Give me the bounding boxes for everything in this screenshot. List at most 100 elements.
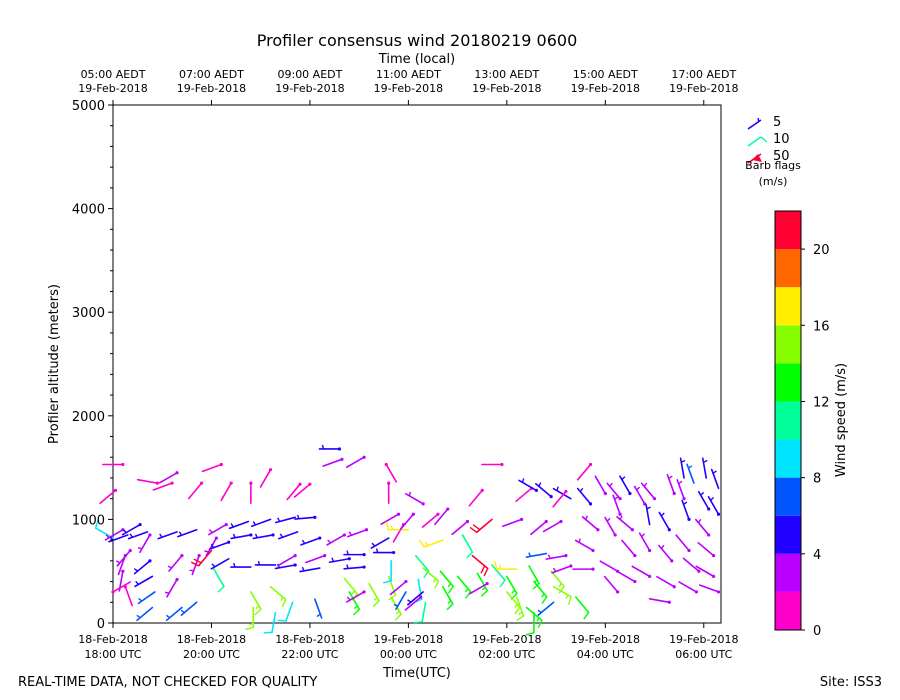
barb-staff bbox=[599, 560, 619, 573]
legend-barb-full bbox=[760, 136, 768, 143]
wind-barb bbox=[328, 557, 351, 564]
wind-barb bbox=[658, 511, 671, 532]
wind-barb bbox=[167, 554, 184, 572]
wind-barb bbox=[698, 584, 721, 594]
barb-staff bbox=[451, 520, 469, 536]
plot-frame bbox=[112, 104, 722, 624]
barb-half bbox=[105, 534, 110, 539]
wind-barb bbox=[604, 516, 617, 537]
barb-half bbox=[301, 539, 306, 544]
barb-half bbox=[688, 465, 693, 469]
wind-barb bbox=[136, 606, 154, 622]
barb-half bbox=[348, 531, 353, 536]
wind-barb bbox=[259, 468, 273, 488]
bottom-tick-time: 18:00 UTC bbox=[84, 648, 141, 661]
barb-half bbox=[301, 566, 305, 572]
barb-half bbox=[558, 583, 563, 588]
barb-half bbox=[565, 594, 569, 599]
barb-staff bbox=[414, 554, 430, 572]
top-tick-date: 19-Feb-2018 bbox=[374, 82, 443, 95]
wind-barb bbox=[278, 531, 299, 540]
barb-calm-dot bbox=[197, 554, 201, 558]
wind-barb bbox=[658, 544, 674, 563]
barb-calm-dot bbox=[534, 488, 538, 492]
wind-barb bbox=[439, 570, 455, 594]
wind-barb bbox=[210, 557, 230, 570]
barb-half bbox=[609, 482, 613, 487]
barb-half bbox=[643, 482, 648, 487]
barb-half bbox=[178, 531, 183, 536]
barb-calm-dot bbox=[396, 512, 401, 516]
barb-half bbox=[371, 542, 376, 547]
barb-half bbox=[646, 506, 651, 510]
barb-calm-dot bbox=[616, 590, 620, 594]
wind-barb bbox=[230, 533, 253, 540]
barb-full bbox=[263, 631, 273, 634]
colorbar-bin bbox=[775, 363, 801, 402]
barb-staff bbox=[697, 542, 715, 557]
wind-barb bbox=[616, 570, 637, 584]
wind-barb bbox=[133, 559, 152, 575]
barb-half bbox=[254, 533, 258, 539]
barb-calm-dot bbox=[170, 481, 174, 485]
y-tick-label: 1000 bbox=[72, 513, 105, 528]
barb-calm-dot bbox=[652, 497, 657, 501]
barb-calm-dot bbox=[342, 533, 346, 537]
barb-staff bbox=[542, 520, 562, 533]
barb-staff bbox=[468, 489, 484, 507]
barb-calm-dot bbox=[249, 533, 253, 537]
legend-entry: 10 bbox=[747, 132, 790, 147]
barb-calm-dot bbox=[293, 554, 297, 558]
barb-half bbox=[464, 588, 469, 593]
top-tick-time: 17:00 AEDT bbox=[671, 68, 736, 81]
barb-full bbox=[394, 613, 402, 621]
wind-barb bbox=[525, 611, 535, 636]
top-tick-time: 11:00 AEDT bbox=[376, 68, 441, 81]
barb-half bbox=[585, 515, 589, 520]
wind-barb bbox=[666, 473, 676, 496]
wind-barb bbox=[300, 536, 322, 546]
barb-half bbox=[614, 496, 619, 500]
barb-calm-dot bbox=[404, 579, 408, 584]
barb-calm-dot bbox=[633, 579, 637, 584]
barb-staff bbox=[285, 601, 294, 622]
wind-barb bbox=[542, 519, 563, 533]
barb-half bbox=[660, 512, 665, 517]
barb-half bbox=[331, 557, 335, 562]
top-tick-date: 19-Feb-2018 bbox=[78, 82, 147, 95]
wind-barb bbox=[190, 549, 213, 567]
barb-half bbox=[681, 459, 686, 463]
barb-staff bbox=[259, 468, 272, 488]
barb-full bbox=[558, 586, 565, 594]
barb-calm-dot bbox=[340, 457, 344, 461]
wind-barb bbox=[201, 462, 223, 473]
bottom-tick-time: 00:00 UTC bbox=[380, 648, 437, 661]
wind-barb bbox=[277, 601, 294, 622]
wind-barb bbox=[382, 560, 392, 584]
barb-staff bbox=[552, 490, 567, 508]
barb-calm-dot bbox=[694, 590, 698, 594]
wind-barb bbox=[551, 564, 573, 574]
barb-half bbox=[321, 444, 325, 450]
barb-half bbox=[556, 486, 559, 491]
barb-calm-dot bbox=[155, 481, 159, 485]
barb-half bbox=[167, 565, 172, 569]
top-tick-date: 19-Feb-2018 bbox=[472, 82, 541, 95]
top-tick-date: 19-Feb-2018 bbox=[275, 82, 344, 95]
barb-staff bbox=[594, 475, 607, 495]
barb-full bbox=[95, 519, 99, 529]
barb-staff bbox=[385, 463, 398, 483]
wind-barb bbox=[572, 567, 595, 571]
barb-calm-dot bbox=[682, 497, 686, 501]
barb-calm-dot bbox=[446, 507, 450, 511]
barb-calm-dot bbox=[630, 528, 634, 532]
bottom-tick-time: 02:00 UTC bbox=[478, 648, 535, 661]
wind-barb bbox=[676, 479, 686, 501]
legend-units: (m/s) bbox=[759, 175, 788, 188]
barb-calm-dot bbox=[227, 540, 231, 544]
wind-barb bbox=[494, 560, 518, 570]
barb-calm-dot bbox=[200, 481, 204, 485]
wind-barb bbox=[343, 550, 366, 557]
barb-half bbox=[115, 560, 121, 564]
wind-barb bbox=[127, 531, 149, 540]
